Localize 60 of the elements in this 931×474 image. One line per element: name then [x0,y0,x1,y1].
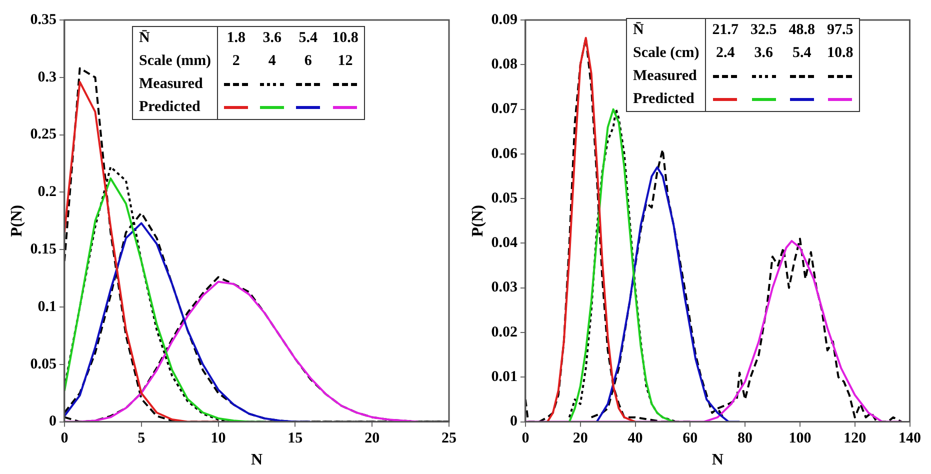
annotation: 2.4 [714,44,736,63]
y-tick-label: 0.15 [30,241,56,258]
annotation: 5.4 [791,44,812,63]
x-tick-label: 120 [844,430,866,447]
y-tick-label: 0.05 [491,190,518,206]
annotation: 97.5 [826,21,854,40]
annotation: 1.8 [226,29,246,48]
annotation: 32.5 [749,21,778,40]
y-tick-label: 0 [510,414,518,430]
x-tick-label: 10 [210,430,226,447]
annotation: 21.7 [711,21,740,40]
annotation: 12 [336,52,354,71]
annotation: N̄ [132,26,218,50]
y-tick-label: 0.06 [491,146,518,162]
y-axis-title: P(N) [470,204,487,237]
y-tick-label: 0 [48,414,56,430]
y-tick-label: 0.2 [38,184,56,200]
x-axis-title: N [712,452,724,469]
y-axis-title: P(N) [8,204,26,237]
annotation: 5.4 [298,29,318,48]
annotation: N̄ [626,18,706,42]
x-tick-label: 60 [682,430,698,447]
annotation: Predicted [626,88,706,112]
annotation: Scale (cm) [626,42,706,65]
x-tick-label: 0 [522,430,530,447]
annotation: 10.8 [826,44,854,63]
y-tick-label: 0.3 [38,69,56,86]
annotation: Measured [626,65,706,88]
x-tick-label: 25 [442,430,456,447]
annotation: 10.8 [331,29,360,48]
annotation: Scale (mm) [132,50,218,73]
x-tick-label: 20 [572,430,588,447]
y-tick-label: 0.04 [491,235,518,252]
annotation: Predicted [132,96,218,120]
y-tick-label: 0.1 [38,298,56,315]
annotation: 3.6 [262,29,282,48]
y-tick-label: 0.07 [491,101,518,118]
annotation: 2 [231,52,241,71]
y-tick-label: 0.35 [30,12,56,28]
annotation: 3.6 [753,44,774,63]
y-tick-label: 0.05 [30,356,56,372]
x-tick-label: 15 [288,430,303,447]
annotation: 6 [303,52,313,71]
x-tick-label: 80 [738,430,753,447]
y-tick-label: 0.03 [491,280,518,296]
x-tick-label: 0 [60,430,68,447]
y-tick-label: 0.25 [30,126,56,143]
annotation: 4 [267,52,277,71]
x-tick-label: 100 [788,430,812,447]
x-tick-label: 20 [364,430,380,447]
y-tick-label: 0.01 [491,369,518,386]
y-tick-label: 0.08 [491,56,518,73]
x-tick-label: 5 [138,430,146,447]
x-tick-label: 140 [898,430,921,447]
x-tick-label: 40 [628,430,643,447]
y-tick-label: 0.02 [491,324,518,340]
annotation: 48.8 [788,21,816,40]
x-axis-title: N [250,452,263,469]
annotation: Measured [132,73,218,96]
y-tick-label: 0.09 [491,12,518,28]
